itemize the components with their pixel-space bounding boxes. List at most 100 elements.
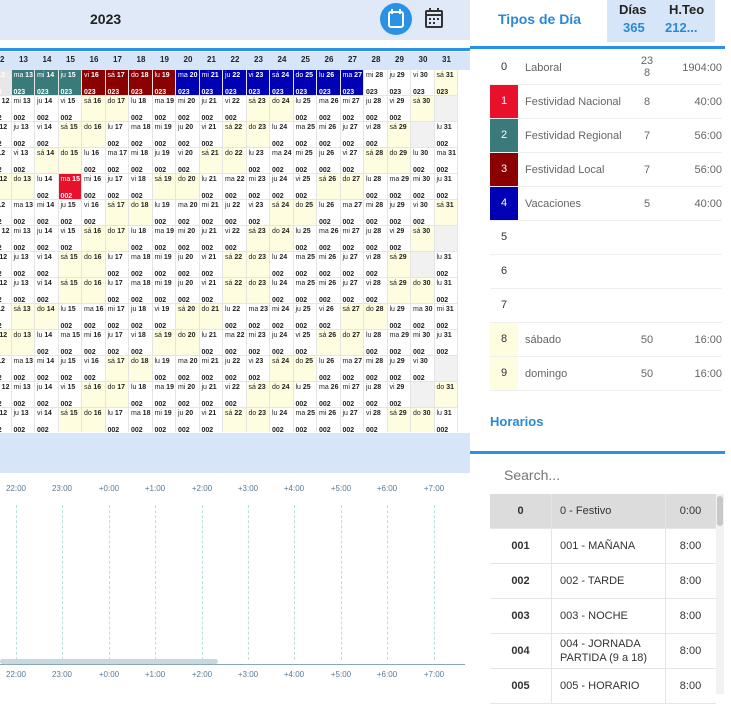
calendar-day-cell[interactable]: sá 23 [246, 382, 270, 408]
calendar-day-cell[interactable]: ma 15 002 [58, 174, 82, 200]
calendar-day-cell[interactable]: vi 13 002 [11, 148, 35, 174]
calendar-day-cell[interactable]: ma 19 002 [152, 96, 176, 122]
calendar-day-cell[interactable]: ju 21 002 [199, 96, 223, 122]
calendar-day-cell[interactable]: mi 14 002 [35, 356, 59, 382]
calendar-day-cell[interactable]: ma 31 002 [434, 148, 458, 174]
calendar-day-cell[interactable]: mi 12002 [0, 122, 12, 148]
calendar-day-cell[interactable]: vi 29 002 [387, 382, 411, 408]
calendar-day-cell[interactable]: vi 25 002 [293, 174, 317, 200]
calendar-day-cell[interactable]: sá 30 [411, 226, 435, 252]
calendar-day-cell[interactable]: lu 31 002 [434, 408, 458, 432]
calendar-day-cell[interactable]: ma 18 002 [129, 408, 153, 432]
calendar-day-cell[interactable]: ma 13 023 [11, 70, 35, 96]
calendar-day-cell[interactable]: lu 16 002 [82, 148, 106, 174]
calendar-day-cell[interactable]: ju 27 002 [340, 278, 364, 304]
calendar-day-cell[interactable]: mi 21 002 [199, 200, 223, 226]
calendar-day-cell[interactable]: ju 22 023 [223, 70, 247, 96]
calendar-day-cell[interactable]: do 25 023 [293, 70, 317, 96]
day-type-row[interactable]: 5 [490, 221, 722, 255]
calendar-day-cell[interactable]: lu 12023 [0, 70, 12, 96]
calendar-day-cell[interactable]: ju 17 002 [105, 174, 129, 200]
calendar-day-cell[interactable]: sá 17 [105, 356, 129, 382]
calendar-day-cell[interactable]: ju 27 002 [340, 408, 364, 432]
calendar-day-cell[interactable]: ju 19 002 [152, 148, 176, 174]
calendar-day-cell[interactable]: mi 19 002 [152, 252, 176, 278]
calendar-day-cell[interactable]: sá 26 [317, 174, 341, 200]
calendar-day-cell[interactable]: do 24 [270, 382, 294, 408]
calendar-day-cell[interactable]: mi 28 002 [364, 356, 388, 382]
calendar-day-cell[interactable]: ju 29 002 [387, 200, 411, 226]
calendar-day-cell[interactable]: mi 27 002 [340, 226, 364, 252]
calendar-day-cell[interactable]: sá 31 [434, 200, 458, 226]
calendar-day-cell[interactable]: mi 12002 [0, 252, 12, 278]
calendar-day-cell[interactable]: do 23 [246, 122, 270, 148]
calendar-day-cell[interactable]: lu 18 002 [129, 382, 153, 408]
calendar-day-cell[interactable]: ju 25 002 [293, 304, 317, 330]
calendar-day-cell[interactable]: vi 28 002 [364, 122, 388, 148]
calendar-day-cell[interactable]: ma 22 002 [223, 174, 247, 200]
calendar-day-cell[interactable]: lu 26 002 [317, 356, 341, 382]
calendar-day-cell[interactable]: sá 23 [246, 96, 270, 122]
calendar-day-cell[interactable]: lu 17 002 [105, 122, 129, 148]
horario-row[interactable]: 001 001 - MAÑANA 8:00 [490, 529, 716, 564]
calendar-day-cell[interactable]: ma 13 002 [11, 356, 35, 382]
horario-row[interactable]: 002 002 - TARDE 8:00 [490, 564, 716, 599]
calendar-day-cell[interactable]: vi 22 002 [223, 96, 247, 122]
calendar-day-cell[interactable]: ma 22 002 [223, 330, 247, 356]
calendar-day-cell[interactable]: lu 15 002 [58, 304, 82, 330]
calendar-day-cell[interactable]: mi 16 002 [82, 330, 106, 356]
calendar-day-cell[interactable] [434, 226, 458, 252]
calendar-day-cell[interactable]: vi 21 002 [199, 252, 223, 278]
calendar-day-cell[interactable]: lu 26 002 [317, 200, 341, 226]
calendar-day-cell[interactable]: sá 16 [82, 96, 106, 122]
calendar-day-cell[interactable]: sá 29 [387, 252, 411, 278]
calendar-day-cell[interactable]: ju 13 002 [11, 278, 35, 304]
calendar-day-cell[interactable]: do 25 [293, 200, 317, 226]
calendar-day-cell[interactable]: ma 25 002 [293, 278, 317, 304]
calendar-day-cell[interactable]: lu 30 002 [411, 148, 435, 174]
calendar-day-cell[interactable]: lu 31 002 [434, 278, 458, 304]
calendar-day-cell[interactable]: sá 24 023 [270, 70, 294, 96]
calendar-day-cell[interactable]: sá 29 [387, 122, 411, 148]
calendar-day-cell[interactable]: sá 14 [35, 148, 59, 174]
calendar-day-cell[interactable]: vi 21 002 [199, 408, 223, 432]
calendar-day-cell[interactable]: sá 26 [317, 330, 341, 356]
calendar-day-cell[interactable]: ju 13 002 [11, 408, 35, 432]
calendar-day-cell[interactable]: mi 24 002 [270, 304, 294, 330]
calendar-day-cell[interactable]: sá 24 [270, 356, 294, 382]
calendar-day-cell[interactable]: ma 29 002 [387, 174, 411, 200]
calendar-day-cell[interactable]: vi 15 002 [58, 96, 82, 122]
calendar-day-cell[interactable]: ma 27 002 [340, 356, 364, 382]
calendar-day-cell[interactable]: vi 26 002 [317, 304, 341, 330]
calendar-day-cell[interactable]: lu 23 002 [246, 148, 270, 174]
calendar-day-cell[interactable]: do 23 [246, 252, 270, 278]
calendar-day-cell[interactable]: vi 18 002 [129, 174, 153, 200]
calendar-day-cell[interactable]: ma 25 002 [293, 122, 317, 148]
calendar-day-cell[interactable]: ju 15 002 [58, 356, 82, 382]
calendar-day-cell[interactable]: ma 29 002 [387, 330, 411, 356]
calendar-day-cell[interactable]: mi 26 002 [317, 278, 341, 304]
calendar-day-cell[interactable]: sá 31 023 [434, 70, 458, 96]
calendar-day-cell[interactable]: lu 25 002 [293, 96, 317, 122]
calendar-day-cell[interactable]: sá 22 [223, 408, 247, 432]
calendar-day-cell[interactable]: do 30 [411, 408, 435, 432]
calendar-day-cell[interactable]: ju 21 002 [199, 226, 223, 252]
calendar-day-cell[interactable]: lu 26 023 [317, 70, 341, 96]
calendar-day-cell[interactable]: do 23 [246, 408, 270, 432]
calendar-day-cell[interactable]: vi 30 002 [411, 356, 435, 382]
calendar-day-cell[interactable]: do 29 [387, 148, 411, 174]
calendar-day-cell[interactable]: vi 30 002 [411, 200, 435, 226]
calendar-day-cell[interactable]: vi 23 002 [246, 200, 270, 226]
calendar-day-cell[interactable]: ju 28 002 [364, 226, 388, 252]
calendar-day-cell[interactable]: do 31 [434, 382, 458, 408]
timeline-scrollbar[interactable] [0, 659, 218, 664]
calendar-day-cell[interactable]: ju 13 002 [11, 122, 35, 148]
calendar-day-cell[interactable]: sá 22 [223, 252, 247, 278]
calendar-day-cell[interactable]: sá 15 [58, 252, 82, 278]
calendar-day-cell[interactable]: ma 26 002 [317, 382, 341, 408]
calendar-day-cell[interactable]: ma 27 023 [340, 70, 364, 96]
calendar-day-cell[interactable]: ju 15 023 [58, 70, 82, 96]
calendar-day-cell[interactable]: mi 13 002 [11, 382, 35, 408]
calendar-day-cell[interactable]: sá 19 [152, 174, 176, 200]
calendar-day-cell[interactable]: mi 12002 [0, 408, 12, 432]
